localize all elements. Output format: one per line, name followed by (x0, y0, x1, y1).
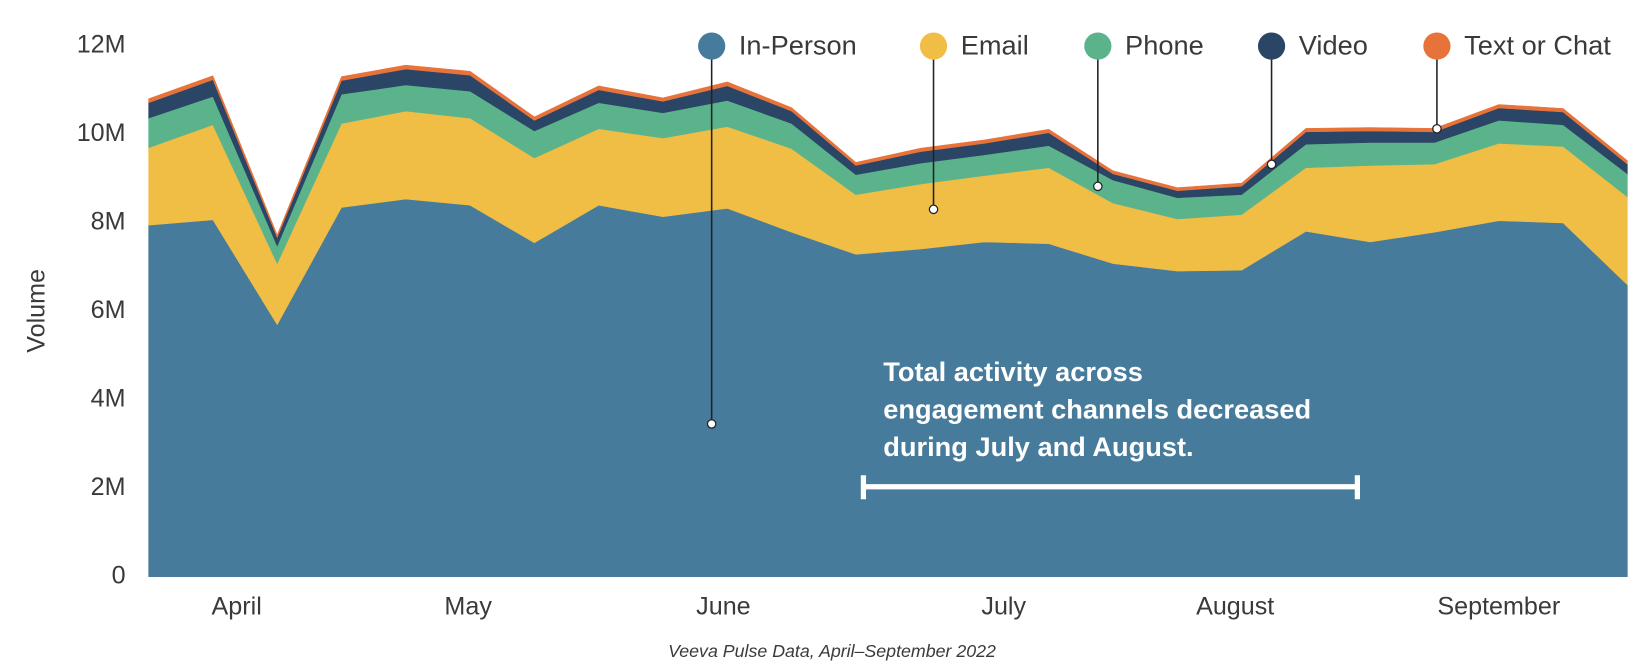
leader-dot (1266, 159, 1277, 170)
annotation: Total activity across (883, 356, 1143, 387)
y-tick-label: 4M (91, 384, 126, 412)
legend-swatch (698, 32, 726, 60)
legend-swatch (919, 32, 948, 60)
x-tick-label: June (696, 593, 750, 621)
legend-swatch (1423, 32, 1451, 60)
x-tick-label: August (1196, 593, 1274, 621)
legend-label: Video (1299, 29, 1368, 60)
legend-label: Phone (1125, 29, 1204, 60)
leader-dot (1432, 123, 1442, 134)
y-tick-label: 10M (77, 119, 126, 147)
legend-label: Email (961, 29, 1029, 60)
legend-label: Text or Chat (1464, 29, 1611, 60)
y-tick-label: 0 (112, 561, 126, 589)
leader-dot (1093, 181, 1103, 192)
y-tick-label: 6M (91, 296, 126, 324)
area (148, 198, 1628, 577)
legend-label: In-Person (739, 29, 857, 60)
y-tick-label: 8M (91, 208, 126, 236)
x-tick-label: July (981, 593, 1026, 621)
y-tick-label: 2M (91, 473, 126, 501)
legend-swatch (1257, 32, 1286, 60)
legend-swatch (1084, 32, 1112, 60)
x-tick-label: April (212, 593, 262, 621)
x-tick-label: May (444, 593, 492, 621)
annotation: engagement channels decreased (883, 394, 1311, 425)
leader-dot (706, 419, 717, 429)
y-axis-label: Volume (22, 269, 50, 353)
x-tick-label: September (1437, 593, 1560, 621)
leader-dot (928, 204, 939, 215)
source-note: Veeva Pulse Data, April–September 2022 (668, 641, 996, 661)
bracket (860, 475, 1360, 500)
annotation: during July and August. (883, 431, 1193, 462)
area (148, 64, 1628, 239)
y-tick-label: 12M (77, 31, 126, 59)
